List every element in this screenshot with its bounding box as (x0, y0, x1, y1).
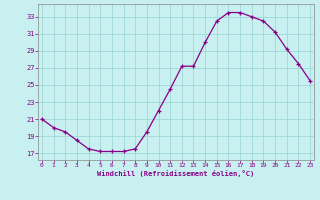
X-axis label: Windchill (Refroidissement éolien,°C): Windchill (Refroidissement éolien,°C) (97, 170, 255, 177)
